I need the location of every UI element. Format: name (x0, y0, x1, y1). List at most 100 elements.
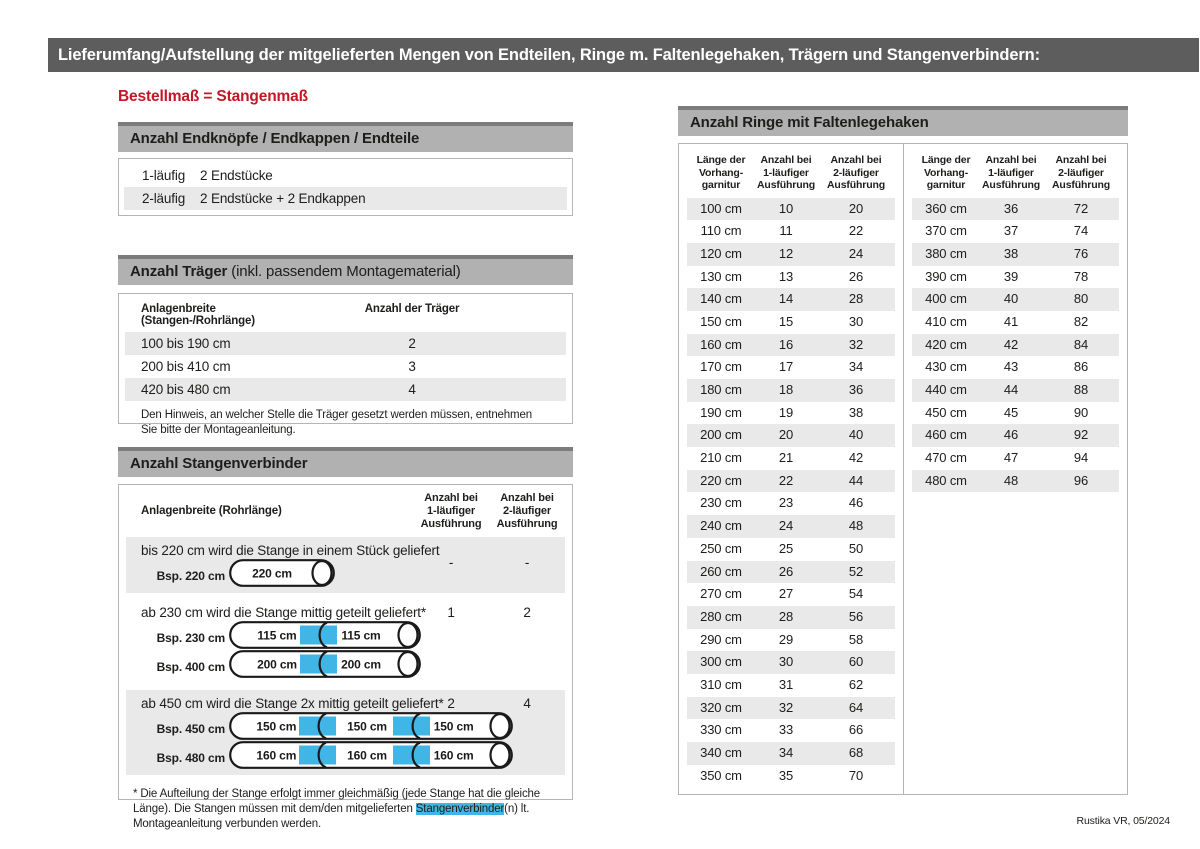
rings-2run: 74 (1073, 223, 1089, 239)
rings-1run: 47 (1003, 450, 1019, 466)
traeger-col-width: Anlagenbreite (Stangen-/Rohrlänge) (141, 303, 255, 327)
rings-2run: 54 (848, 586, 864, 602)
segment-length-label: 115 cm (341, 629, 380, 643)
garnitur-length: 380 cm (925, 245, 967, 261)
count-2run: 4 (523, 696, 531, 711)
rings-1run: 31 (778, 676, 794, 692)
endpieces-value: 2 Endstücke (200, 168, 273, 183)
order-size-note: Bestellmaß = Stangenmaß (118, 88, 308, 105)
traeger-col-count: Anzahl der Träger (364, 303, 460, 315)
garnitur-length: 460 cm (925, 427, 967, 443)
segment-length-label: 150 cm (256, 720, 296, 734)
count-1run: 2 (447, 696, 455, 711)
garnitur-length: 110 cm (700, 223, 742, 239)
rings-1run: 38 (1003, 245, 1019, 261)
segment-length-label: 160 cm (434, 749, 474, 763)
ringe-col-header: Anzahl bei 2-läufiger Ausführung (1052, 154, 1110, 191)
rings-2run: 70 (848, 767, 864, 783)
garnitur-length: 480 cm (925, 472, 967, 488)
garnitur-length: 430 cm (925, 359, 967, 375)
ring-table-row: 240 cm 24 48 (687, 515, 895, 538)
rings-2run: 34 (848, 359, 864, 375)
rings-1run: 44 (1003, 382, 1019, 397)
example-label: Bsp. 230 cm (156, 630, 226, 645)
example-label: Bsp. 450 cm (156, 721, 226, 736)
verbinder-block: ab 450 cm wird die Stange 2x mittig gete… (126, 690, 565, 775)
garnitur-length: 440 cm (925, 382, 967, 397)
verbinder-table: Anlagenbreite (Rohrlänge) Anzahl bei 1-lä… (118, 484, 573, 830)
ringe-col-header: Anzahl bei 2-läufiger Ausführung (827, 154, 885, 191)
rod-graphic: 200 cm 200 cm (229, 650, 421, 678)
garnitur-length: 200 cm (700, 427, 742, 443)
ring-table-row: 410 cm 41 82 (912, 311, 1119, 334)
verbinder-block: ab 230 cm wird die Stange mittig geteilt… (126, 599, 565, 684)
footnote-post: (n) lt. Montageanleitung verbunden werde… (133, 803, 530, 830)
ring-table-row: 450 cm 45 90 (912, 402, 1119, 425)
rings-2run: 60 (848, 654, 864, 670)
ring-table-row: 430 cm 43 86 (912, 356, 1119, 379)
page-title: Lieferumfang/Aufstellung der mitgeliefer… (48, 38, 1199, 72)
rod-graphic: 115 cm 115 cm (229, 621, 421, 649)
example-label: Bsp. 400 cm (156, 659, 226, 674)
verbinder-col-width: Anlagenbreite (Rohrlänge) (141, 505, 282, 517)
rings-1run: 42 (1003, 336, 1019, 352)
rings-2run: 48 (848, 518, 864, 534)
traeger-note: Den Hinweis, an welcher Stelle die Träge… (141, 409, 532, 436)
segment-length-label: 200 cm (341, 658, 381, 672)
traeger-table: Anlagenbreite (Stangen-/Rohrlänge) Anzah… (118, 293, 573, 436)
ring-table-row: 210 cm 21 42 (687, 447, 895, 470)
rings-1run: 25 (778, 540, 794, 556)
ring-table-row: 380 cm 38 76 (912, 242, 1119, 266)
rings-2run: 22 (848, 223, 864, 239)
section-header-traeger: Anzahl Träger (inkl. passendem Montagema… (118, 255, 573, 285)
ring-table-row: 310 cm 31 62 (687, 674, 895, 697)
width-range: 420 bis 480 cm (141, 382, 231, 397)
rod-holder: 220 cm (225, 559, 335, 592)
rings-1run: 43 (1003, 359, 1019, 375)
rings-2run: 38 (848, 404, 864, 420)
rings-2run: 52 (848, 563, 864, 579)
garnitur-length: 310 cm (700, 676, 742, 692)
rings-1run: 20 (778, 427, 794, 443)
width-range: 200 bis 410 cm (141, 359, 231, 374)
count-2run: - (524, 555, 530, 570)
ring-table-row: 440 cm 44 88 (912, 379, 1119, 402)
ringe-table-right: Länge der Vorhang-garnitur Anzahl bei 1-läu… (903, 144, 1127, 794)
garnitur-length: 120 cm (700, 245, 742, 261)
garnitur-length: 370 cm (925, 223, 967, 239)
verbinder-footnote: * Die Aufteilung der Stange erfolgt imme… (119, 781, 572, 832)
ring-table-row: 480 cm 48 96 (912, 469, 1119, 493)
rings-1run: 32 (778, 699, 794, 715)
garnitur-length: 420 cm (925, 336, 967, 352)
rings-2run: 32 (848, 336, 864, 352)
endpieces-table: 1-läufig 2 Endstücke 2-läufig 2 Endstücke +… (118, 158, 573, 216)
traeger-count: 3 (408, 359, 416, 374)
segment-length-label: 115 cm (257, 629, 296, 643)
garnitur-length: 400 cm (925, 291, 967, 307)
verbinder-col-1run: Anzahl bei 1-läufiger Ausführung (420, 491, 482, 530)
ring-table-row: 320 cm 32 64 (687, 696, 895, 720)
ring-table-row: 400 cm 40 80 (912, 288, 1119, 311)
rings-1run: 23 (778, 495, 794, 511)
ring-table-row: 110 cm 11 22 (687, 220, 895, 243)
footnote-highlight: Stangenverbinder (415, 803, 505, 815)
garnitur-length: 170 cm (700, 359, 742, 375)
count-2run: 2 (523, 605, 531, 620)
footnote-pre: * Die Aufteilung der Stange erfolgt imme… (133, 788, 541, 815)
rings-2run: 86 (1073, 359, 1089, 375)
rings-2run: 88 (1073, 382, 1089, 397)
ringe-table: Länge der Vorhang-garnitur Anzahl bei 1-läu… (678, 143, 1128, 795)
rings-2run: 26 (848, 268, 864, 284)
rings-2run: 56 (848, 608, 864, 624)
rings-2run: 40 (848, 427, 864, 443)
example-label: Bsp. 480 cm (156, 750, 226, 765)
ring-table-row: 280 cm 28 56 (687, 605, 895, 629)
ring-table-row: 390 cm 39 78 (912, 266, 1119, 289)
ring-table-row: 370 cm 37 74 (912, 220, 1119, 243)
segment-length-label: 220 cm (252, 567, 292, 581)
rings-1run: 18 (778, 382, 794, 397)
rod-graphic: 220 cm (229, 559, 335, 587)
ring-table-row: 180 cm 18 36 (687, 379, 895, 402)
rings-2run: 72 (1073, 200, 1089, 216)
rings-2run: 20 (848, 200, 864, 216)
